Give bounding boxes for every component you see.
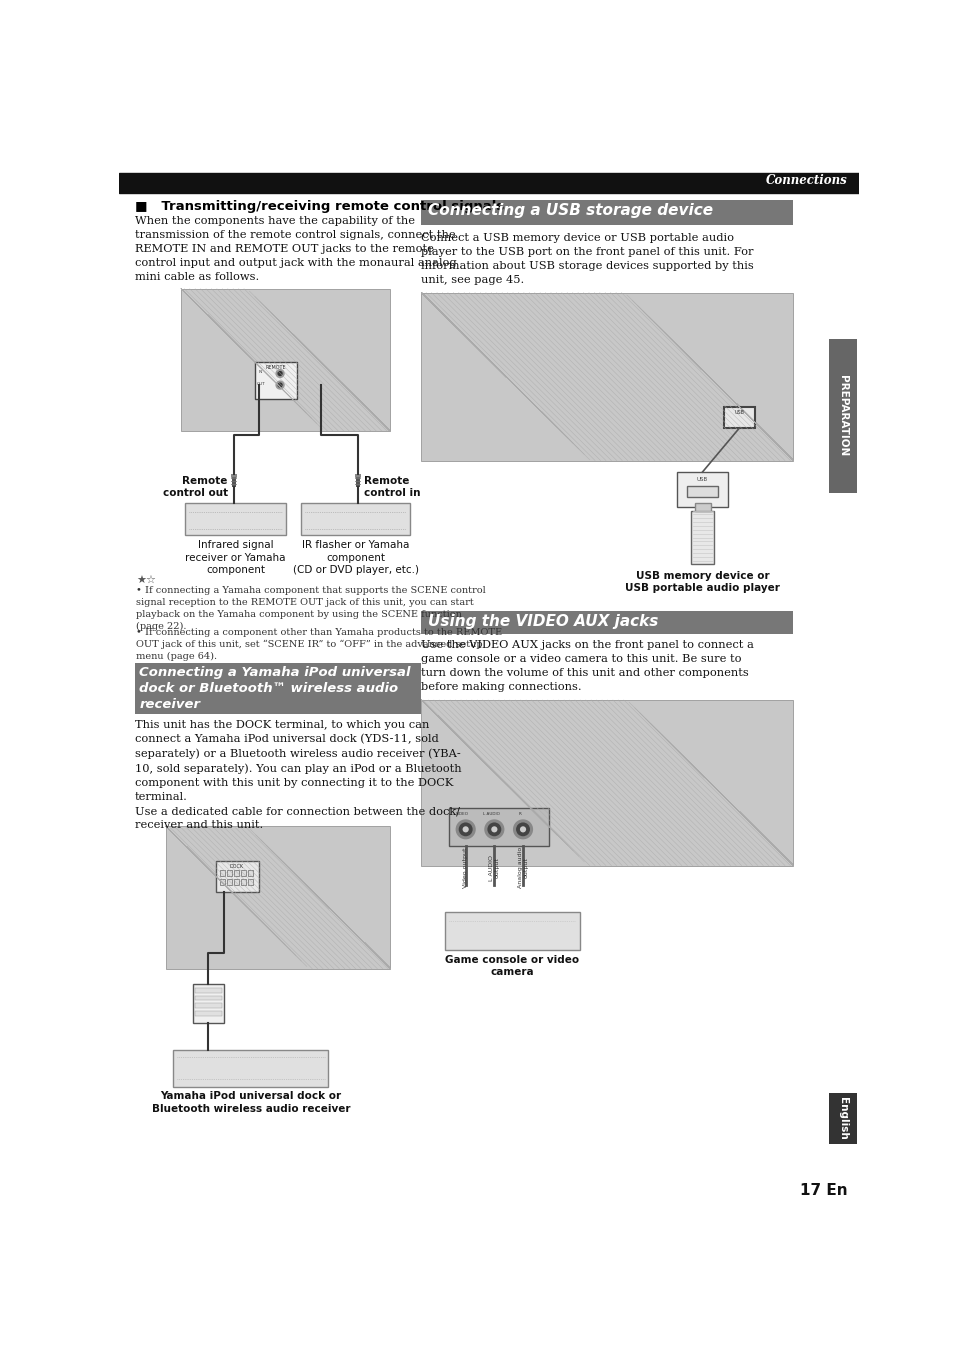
Text: PREPARATION: PREPARATION [838,375,847,457]
Text: USB: USB [734,411,743,415]
Bar [220,879,225,884]
Text: Game console or video
camera: Game console or video camera [445,954,579,977]
Circle shape [484,820,504,840]
Circle shape [513,820,533,840]
Bar [444,911,579,950]
Bar [241,879,246,884]
Text: L AUDIO: L AUDIO [482,813,499,817]
Bar [119,173,858,193]
Text: USB: USB [696,477,707,481]
Circle shape [487,822,500,836]
Bar [355,477,360,487]
Circle shape [519,826,525,833]
Bar [248,879,253,884]
Text: L AUDIO
output: L AUDIO output [489,855,499,880]
Bar [231,473,236,477]
Circle shape [462,826,468,833]
Bar [216,861,258,892]
Text: Remote
control out: Remote control out [162,476,228,499]
Bar [220,871,225,876]
Circle shape [458,822,472,836]
Circle shape [456,820,476,840]
Bar [195,1011,221,1015]
Text: Connect a USB memory device or USB portable audio
player to the USB port on the : Connect a USB memory device or USB porta… [421,233,754,284]
Bar [233,879,239,884]
Text: 17 En: 17 En [800,1182,847,1198]
Bar [231,480,236,483]
Text: Remote
control in: Remote control in [364,476,420,499]
Text: ■   Transmitting/receiving remote control signals: ■ Transmitting/receiving remote control … [134,201,503,213]
Text: Infrared signal
receiver or Yamaha
component: Infrared signal receiver or Yamaha compo… [185,539,286,576]
Text: Connecting a Yamaha iPod universal
dock or Bluetooth™ wireless audio
receiver: Connecting a Yamaha iPod universal dock … [139,666,411,712]
Text: Use the VIDEO AUX jacks on the front panel to connect a
game console or a video : Use the VIDEO AUX jacks on the front pan… [421,640,754,692]
Text: Analog audio
output: Analog audio output [517,848,528,888]
Text: IR flasher or Yamaha
component
(CD or DVD player, etc.): IR flasher or Yamaha component (CD or DV… [293,539,418,576]
Bar [227,871,233,876]
Text: VIDEO: VIDEO [456,813,469,817]
Text: USB memory device or
USB portable audio player: USB memory device or USB portable audio … [624,570,779,593]
Text: Connecting a USB storage device: Connecting a USB storage device [427,204,712,218]
Bar [448,807,549,847]
Bar [195,1003,221,1008]
Text: IN: IN [258,371,263,375]
Circle shape [516,822,530,836]
Text: Using the VIDEO AUX jacks: Using the VIDEO AUX jacks [427,613,658,628]
Text: This unit has the DOCK terminal, to which you can
connect a Yamaha iPod universa: This unit has the DOCK terminal, to whic… [134,720,461,830]
Bar [173,1050,328,1086]
Text: OUT: OUT [257,381,266,386]
Circle shape [278,372,282,376]
Bar [421,293,793,461]
Text: DOCK: DOCK [230,864,244,869]
Bar [355,480,360,483]
Bar [241,871,246,876]
Bar [227,879,233,884]
Text: Yamaha iPod universal dock or
Bluetooth wireless audio receiver: Yamaha iPod universal dock or Bluetooth … [152,1091,350,1113]
Text: • If connecting a component other than Yamaha products to the REMOTE
OUT jack of: • If connecting a component other than Y… [136,628,502,661]
Bar [301,503,410,535]
Circle shape [275,380,284,390]
Text: REMOTE: REMOTE [266,365,286,371]
Bar [421,700,793,865]
Bar [723,407,754,429]
Text: Connections: Connections [765,174,847,187]
Text: Video output: Video output [463,848,468,888]
Bar [193,984,224,1023]
Bar [166,826,390,969]
Bar [691,511,714,565]
Bar [828,338,856,493]
Bar [677,472,727,507]
Bar [181,288,390,431]
Bar [421,611,793,634]
Bar [233,871,239,876]
Bar [231,477,236,479]
Bar [231,484,236,485]
Bar [686,485,718,496]
Bar [355,484,360,485]
Circle shape [275,369,284,379]
Text: R: R [517,813,521,817]
Text: English: English [838,1097,847,1140]
Text: • If connecting a Yamaha component that supports the SCENE control
signal recept: • If connecting a Yamaha component that … [136,586,485,631]
Bar [248,871,253,876]
Bar [195,996,221,1000]
Bar [254,363,297,399]
Text: ★☆: ★☆ [136,576,156,585]
Bar [134,663,421,714]
Bar [695,503,710,511]
Bar [355,473,360,477]
Circle shape [491,826,497,833]
Bar [828,1093,856,1143]
Bar [195,988,221,992]
Bar [421,201,793,225]
Bar [185,503,286,535]
Circle shape [278,383,282,387]
Bar [232,477,236,487]
Text: When the components have the capability of the
transmission of the remote contro: When the components have the capability … [134,216,456,282]
Bar [355,477,360,479]
